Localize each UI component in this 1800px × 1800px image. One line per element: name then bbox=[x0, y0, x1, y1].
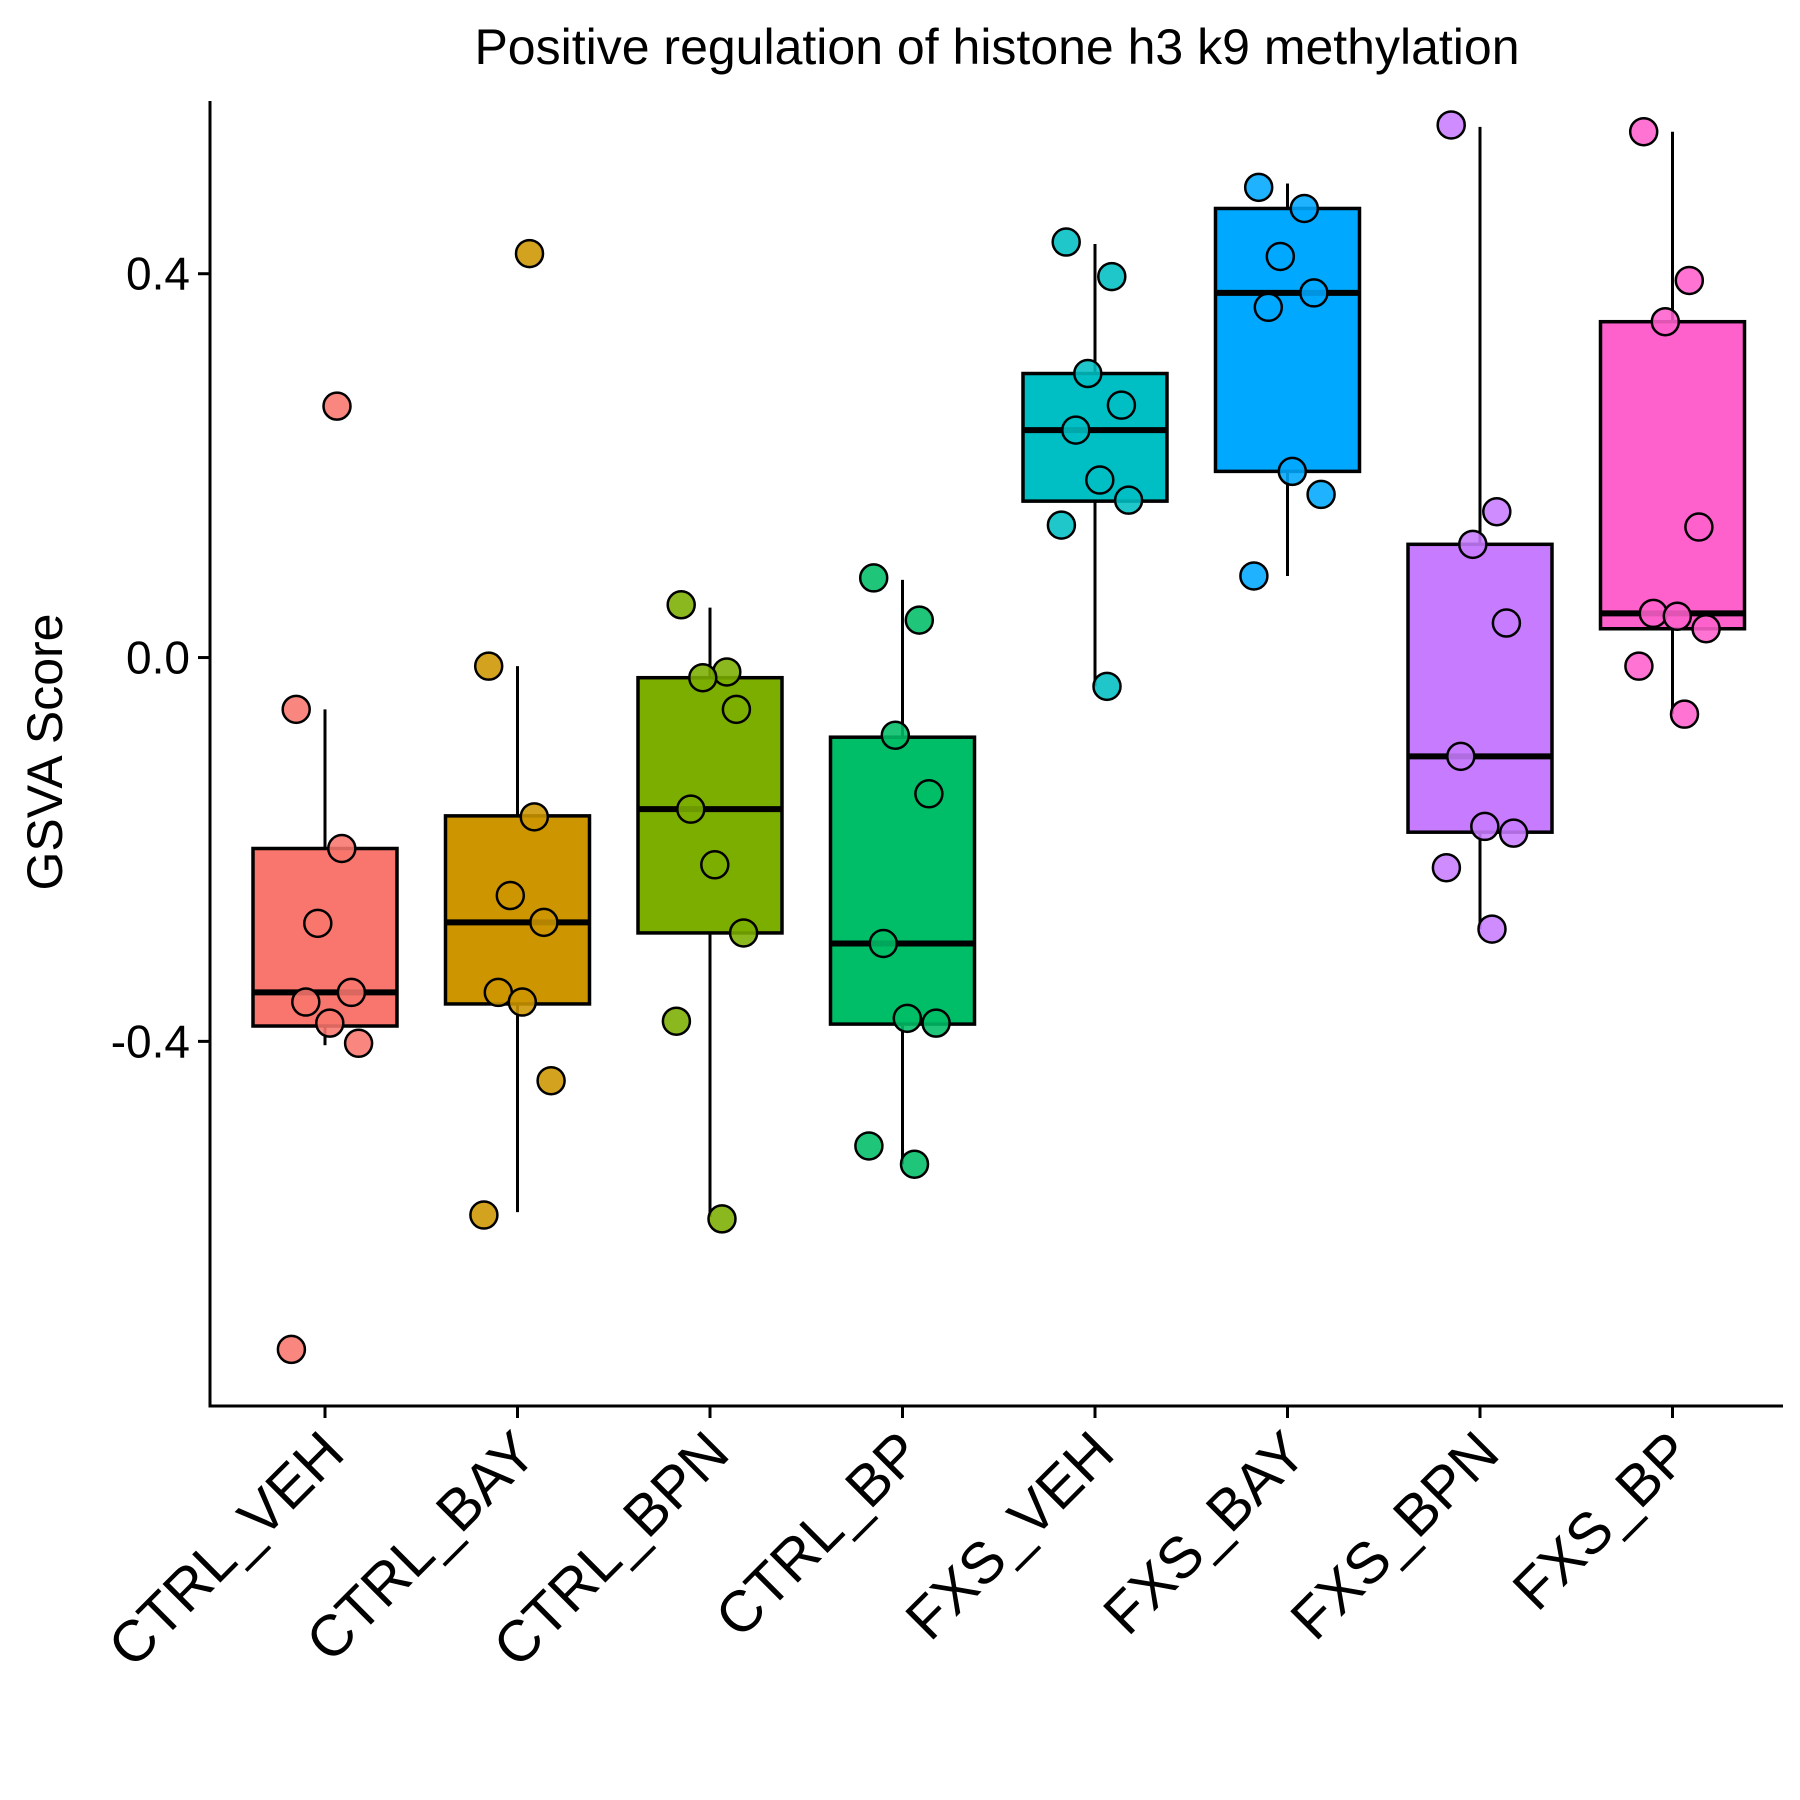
data-point bbox=[899, 1149, 930, 1179]
data-point bbox=[721, 694, 752, 725]
data-point bbox=[868, 928, 899, 959]
data-point bbox=[1446, 741, 1476, 772]
data-point bbox=[281, 694, 311, 725]
data-point bbox=[880, 720, 911, 751]
data-point bbox=[914, 779, 944, 809]
chart-title: Positive regulation of histone h3 k9 met… bbox=[474, 19, 1519, 75]
data-point bbox=[1650, 306, 1681, 337]
data-point bbox=[1299, 278, 1329, 308]
box bbox=[251, 846, 399, 1028]
data-point bbox=[676, 794, 706, 824]
data-point bbox=[1113, 485, 1144, 515]
data-point bbox=[1097, 261, 1127, 292]
x-tick-label: FXS_BP bbox=[1500, 1419, 1703, 1622]
x-tick-label: CTRL_BP bbox=[703, 1419, 934, 1650]
data-point bbox=[276, 1334, 307, 1365]
box-group-fxs-bpn bbox=[1406, 110, 1554, 944]
data-point bbox=[712, 657, 742, 687]
data-point bbox=[303, 908, 333, 939]
data-point bbox=[473, 651, 504, 681]
data-point bbox=[1638, 598, 1669, 629]
data-point bbox=[519, 802, 550, 832]
data-point bbox=[507, 987, 538, 1017]
data-point bbox=[1470, 811, 1500, 842]
data-point bbox=[1669, 699, 1700, 729]
x-tick-label: FXS_BPN bbox=[1278, 1419, 1511, 1652]
data-point bbox=[343, 1028, 374, 1059]
data-point bbox=[1431, 852, 1462, 883]
data-point bbox=[1458, 529, 1488, 560]
box-group-fxs-veh bbox=[1021, 227, 1169, 702]
box-group-ctrl-bay bbox=[443, 238, 592, 1230]
data-point bbox=[854, 1131, 884, 1161]
data-point bbox=[1051, 227, 1081, 257]
data-point bbox=[1239, 561, 1269, 591]
plot-area bbox=[251, 110, 1747, 1365]
data-point bbox=[1073, 358, 1103, 389]
data-point bbox=[892, 1003, 923, 1034]
data-point bbox=[661, 1006, 692, 1036]
box-group-fxs-bp bbox=[1598, 116, 1747, 729]
data-point bbox=[1106, 390, 1137, 420]
box-group-ctrl-bp bbox=[828, 563, 977, 1179]
data-point bbox=[322, 391, 352, 421]
data-point bbox=[666, 590, 696, 620]
data-point bbox=[1662, 601, 1693, 632]
data-point bbox=[536, 1065, 566, 1096]
box bbox=[636, 675, 784, 935]
data-point bbox=[707, 1204, 737, 1234]
y-axis-title: GSVA Score bbox=[17, 614, 73, 891]
data-point bbox=[315, 1008, 345, 1038]
data-point bbox=[1092, 671, 1122, 702]
data-point bbox=[1477, 914, 1507, 944]
data-point bbox=[1289, 193, 1320, 224]
data-point bbox=[688, 662, 718, 693]
data-point bbox=[1482, 496, 1512, 527]
data-point bbox=[1491, 608, 1522, 638]
x-tick-label: FXS_VEH bbox=[893, 1419, 1126, 1652]
data-point bbox=[1265, 241, 1296, 272]
y-tick-label: -0.4 bbox=[111, 1015, 190, 1067]
data-point bbox=[1061, 415, 1091, 445]
box bbox=[1406, 542, 1554, 834]
data-point bbox=[469, 1200, 499, 1230]
data-point bbox=[1624, 651, 1654, 681]
data-point bbox=[1277, 456, 1308, 487]
data-point bbox=[921, 1008, 951, 1038]
data-point bbox=[858, 563, 889, 593]
data-point bbox=[1243, 172, 1274, 203]
data-point bbox=[514, 238, 545, 269]
data-point bbox=[336, 977, 367, 1008]
data-point bbox=[1253, 292, 1284, 323]
data-point bbox=[1628, 116, 1659, 147]
box bbox=[828, 735, 977, 1026]
data-point bbox=[904, 605, 935, 635]
data-point bbox=[529, 907, 559, 938]
data-point bbox=[1085, 465, 1115, 495]
data-point bbox=[1306, 479, 1336, 510]
box bbox=[443, 814, 592, 1006]
box-group-fxs-bay bbox=[1213, 172, 1362, 591]
data-point bbox=[1674, 265, 1705, 296]
y-tick-label: 0.4 bbox=[126, 248, 190, 300]
data-point bbox=[1684, 512, 1714, 542]
box-group-ctrl-veh bbox=[251, 391, 399, 1365]
data-point bbox=[700, 850, 730, 880]
y-tick-label: 0.0 bbox=[126, 632, 190, 684]
data-point bbox=[1498, 818, 1529, 848]
data-point bbox=[1046, 510, 1077, 540]
box-group-ctrl-bpn bbox=[636, 590, 784, 1234]
box bbox=[1598, 319, 1747, 631]
data-point bbox=[291, 987, 321, 1017]
data-point bbox=[1436, 110, 1466, 140]
data-point bbox=[327, 833, 357, 864]
data-point bbox=[1691, 614, 1721, 644]
data-point bbox=[495, 880, 526, 911]
data-point bbox=[728, 918, 759, 948]
